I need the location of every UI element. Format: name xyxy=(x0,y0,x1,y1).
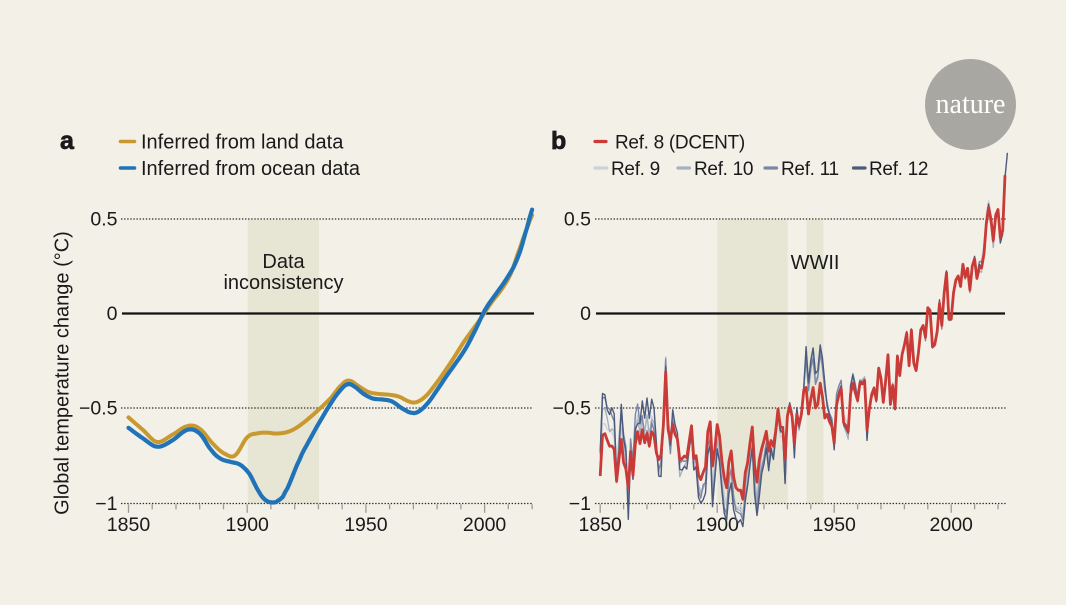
svg-text:Data: Data xyxy=(262,251,305,273)
svg-text:Ref. 9: Ref. 9 xyxy=(611,159,660,180)
svg-text:Global temperature change (°C): Global temperature change (°C) xyxy=(52,231,74,515)
svg-text:0: 0 xyxy=(107,303,118,325)
svg-text:1850: 1850 xyxy=(107,514,151,536)
svg-text:Inferred from land data: Inferred from land data xyxy=(141,132,344,154)
svg-text:a: a xyxy=(60,127,75,155)
svg-text:inconsistency: inconsistency xyxy=(223,272,343,294)
svg-text:1900: 1900 xyxy=(226,514,270,536)
svg-text:Ref. 10: Ref. 10 xyxy=(694,159,753,180)
svg-text:1850: 1850 xyxy=(579,514,623,536)
svg-text:−1: −1 xyxy=(569,493,591,515)
svg-text:Ref. 11: Ref. 11 xyxy=(781,159,839,180)
svg-text:WWII: WWII xyxy=(791,252,840,274)
svg-text:1950: 1950 xyxy=(344,514,388,536)
svg-text:0.5: 0.5 xyxy=(90,209,117,231)
svg-text:2000: 2000 xyxy=(463,514,507,536)
svg-text:Ref. 8 (DCENT): Ref. 8 (DCENT) xyxy=(615,133,745,154)
svg-text:b: b xyxy=(551,127,566,155)
svg-text:1950: 1950 xyxy=(813,514,857,536)
svg-text:0.5: 0.5 xyxy=(564,209,591,231)
svg-text:−0.5: −0.5 xyxy=(79,398,118,420)
svg-text:Ref. 12: Ref. 12 xyxy=(869,159,928,180)
svg-text:−1: −1 xyxy=(95,493,117,515)
svg-text:Inferred from ocean data: Inferred from ocean data xyxy=(141,158,361,180)
svg-text:0: 0 xyxy=(580,303,591,325)
svg-text:−0.5: −0.5 xyxy=(553,398,592,420)
svg-text:2000: 2000 xyxy=(930,514,974,536)
svg-text:nature: nature xyxy=(936,89,1006,120)
svg-text:1900: 1900 xyxy=(696,514,740,536)
